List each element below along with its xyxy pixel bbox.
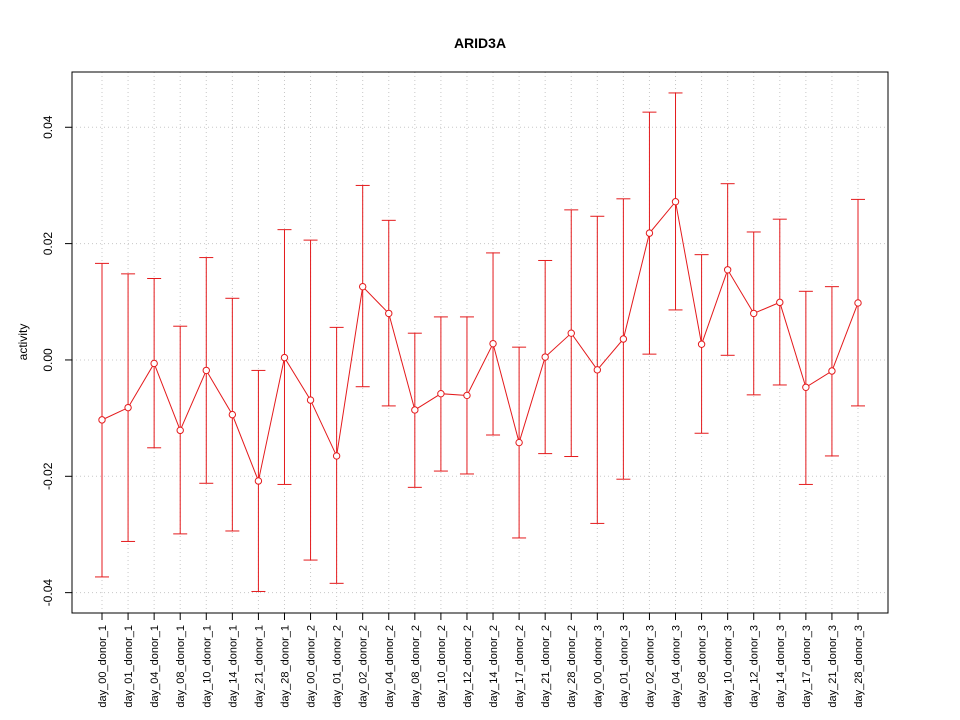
data-point [176,426,184,435]
x-tick-label: day_14_donor_3 [775,625,787,708]
data-point [671,198,680,206]
data-point [854,299,862,307]
x-tick-label: day_02_donor_2 [358,625,370,708]
plot-frame [71,71,889,614]
data-point [619,335,628,343]
x-tick-label: day_00_donor_3 [592,625,604,708]
x-tick-label: day_08_donor_1 [175,625,187,708]
data-point [567,329,575,337]
error-bars [95,92,865,592]
data-point [489,339,497,348]
x-tick-label: day_00_donor_1 [97,625,109,708]
x-tick-label: day_08_donor_3 [697,625,709,708]
x-tick-label: day_28_donor_3 [853,625,865,708]
grid-lines [72,72,888,613]
x-tick-label: day_04_donor_2 [384,625,396,708]
data-point [385,309,393,318]
data-point [332,452,341,460]
data-point [150,359,158,368]
data-point [202,366,210,375]
data-point [124,403,132,412]
data-point [541,353,549,361]
x-axis: day_00_donor_1 day_01_donor_1 day_04_donor… [97,613,865,708]
data-point [802,383,810,391]
x-tick-label: day_28_donor_1 [279,625,291,708]
x-tick-label: day_10_donor_1 [201,625,213,708]
data-point [515,438,523,447]
x-tick-label: day_02_donor_3 [644,625,656,708]
data-point [280,353,289,362]
data-point [723,266,732,274]
data-point [697,340,706,348]
x-tick-label: day_00_donor_2 [306,625,318,708]
y-axis: -0.04 -0.02 0.00 0.02 0.04 [41,115,72,606]
x-tick-label: day_10_donor_3 [723,625,735,708]
y-tick-label: -0.02 [41,462,55,490]
data-point [463,391,471,400]
x-tick-label: day_04_donor_3 [671,625,683,708]
x-tick-label: day_17_donor_3 [801,625,813,708]
series-line [101,200,859,483]
y-tick-label: 0.04 [41,115,55,139]
x-tick-label: day_21_donor_1 [253,625,265,708]
x-tick-label: day_17_donor_2 [514,625,526,708]
data-point [750,309,758,318]
x-tick-label: day_28_donor_2 [566,625,578,708]
y-axis-label: activity [16,324,30,361]
x-tick-label: day_21_donor_2 [540,625,552,708]
data-point [358,282,367,291]
x-tick-label: day_08_donor_2 [410,625,422,708]
data-points [98,198,862,485]
x-tick-label: day_01_donor_3 [618,625,630,708]
x-tick-label: day_12_donor_2 [462,625,474,708]
series-polyline [101,200,859,483]
data-point [411,406,419,414]
x-tick-label: day_01_donor_2 [332,625,344,708]
y-tick-label: 0.00 [41,348,55,372]
x-tick-label: day_14_donor_1 [227,625,239,708]
y-tick-label: 0.02 [41,232,55,256]
x-tick-label: day_14_donor_2 [488,625,500,708]
x-tick-label: day_21_donor_3 [827,625,839,708]
x-tick-label: day_04_donor_1 [149,625,161,708]
data-point [228,410,237,419]
x-tick-label: day_01_donor_1 [123,625,135,708]
data-point [437,389,445,398]
data-point [645,229,654,237]
x-tick-label: day_10_donor_2 [436,625,448,708]
data-point [776,298,784,307]
data-point [254,477,263,485]
chart-title: ARID3A [454,35,506,51]
data-point [98,416,106,424]
data-point [828,367,836,375]
x-tick-label: day_12_donor_3 [749,625,761,708]
data-point [593,366,602,374]
y-tick-label: -0.04 [41,579,55,607]
data-point [306,396,315,404]
